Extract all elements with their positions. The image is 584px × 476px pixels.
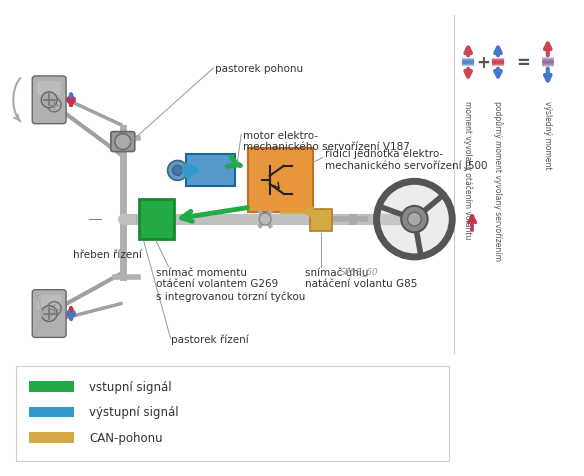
Circle shape xyxy=(401,207,427,233)
Text: výstupní signál: výstupní signál xyxy=(89,406,179,418)
Bar xyxy=(37,295,61,309)
Circle shape xyxy=(259,214,271,226)
FancyBboxPatch shape xyxy=(32,77,66,124)
Text: moment vyvolany otáčením volantu: moment vyvolany otáčením volantu xyxy=(464,100,473,238)
Bar xyxy=(139,200,173,239)
Text: +: + xyxy=(476,54,490,72)
Bar xyxy=(186,155,235,187)
Bar xyxy=(16,367,449,461)
Text: motor elektro-
mechanického servořízení V187: motor elektro- mechanického servořízení … xyxy=(243,130,410,152)
FancyBboxPatch shape xyxy=(111,132,135,152)
Text: výsledný moment: výsledný moment xyxy=(543,100,552,169)
FancyBboxPatch shape xyxy=(32,290,66,337)
Circle shape xyxy=(47,302,61,316)
Text: pastorek pohonu: pastorek pohonu xyxy=(215,64,304,74)
Text: snímač úhlu
natáčení volantu G85: snímač úhlu natáčení volantu G85 xyxy=(305,267,418,289)
Circle shape xyxy=(408,213,421,227)
Text: snímač momentu
otáčení volantem G269
s integrovanou torzní tyčkou: snímač momentu otáčení volantem G269 s i… xyxy=(156,267,305,301)
Bar xyxy=(37,82,61,96)
Text: pastorek řízení: pastorek řízení xyxy=(171,334,248,344)
Bar xyxy=(29,407,74,417)
Bar xyxy=(248,148,313,213)
Text: vstupní signál: vstupní signál xyxy=(89,380,172,393)
Circle shape xyxy=(41,306,57,322)
Circle shape xyxy=(47,99,61,112)
Bar xyxy=(310,210,332,231)
Text: hřeben řízení: hřeben řízení xyxy=(73,249,142,259)
Circle shape xyxy=(41,93,57,109)
Bar xyxy=(29,433,74,443)
Text: CAN-pohonu: CAN-pohonu xyxy=(89,431,162,445)
Circle shape xyxy=(172,166,183,176)
Text: podpůrný moment vyvolany servořízením: podpůrný moment vyvolany servořízením xyxy=(493,100,503,260)
Text: řídicí jednotka elektro-
mechanického servořízení J500: řídicí jednotka elektro- mechanického se… xyxy=(325,148,487,171)
Circle shape xyxy=(374,180,454,259)
Bar xyxy=(29,381,74,392)
Circle shape xyxy=(115,134,131,150)
Circle shape xyxy=(168,161,187,181)
Text: SP58_60: SP58_60 xyxy=(340,267,378,276)
Text: =: = xyxy=(516,54,530,72)
